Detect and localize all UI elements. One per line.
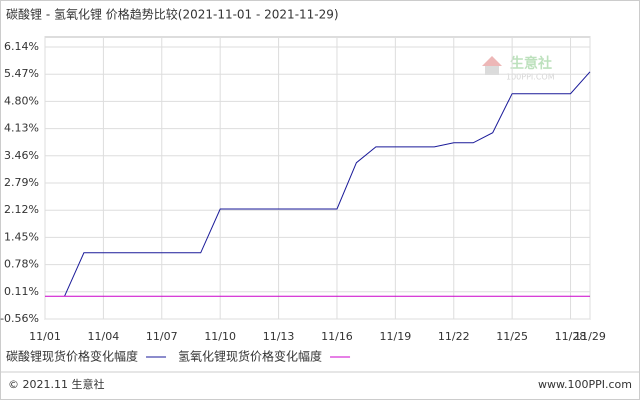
chart-title: 碳酸锂 - 氢氧化锂 价格趋势比较(2021-11-01 - 2021-11-2… (6, 7, 339, 22)
y-tick-label: 3.46% (4, 149, 39, 162)
x-tick-label: 11/13 (263, 330, 295, 343)
x-tick-label: 11/19 (380, 330, 412, 343)
y-tick-label: 0.11% (4, 285, 39, 298)
x-tick-label: 11/16 (321, 330, 353, 343)
y-tick-label: 2.79% (4, 176, 39, 189)
logo (482, 56, 502, 66)
y-tick-label: 5.47% (4, 67, 39, 80)
x-tick-label: 11/04 (88, 330, 120, 343)
x-tick-label: 11/29 (574, 330, 606, 343)
logo (485, 66, 499, 75)
y-tick-label: 4.80% (4, 94, 39, 107)
y-tick-label: 4.13% (4, 122, 39, 135)
y-tick-label: 0.78% (4, 258, 39, 271)
x-tick-label: 11/07 (146, 330, 178, 343)
line (64, 71, 591, 297)
x-tick-label: 11/22 (438, 330, 470, 343)
footer-right: www.100PPI.com (538, 378, 632, 391)
legend-label: 氢氧化锂现货价格变化幅度 (178, 349, 322, 364)
footer-left: © 2021.11 生意社 (8, 377, 104, 391)
x-tick-label: 11/01 (29, 330, 61, 343)
y-tick-label: 6.14% (4, 40, 39, 53)
y-tick-label: 1.45% (4, 230, 39, 243)
y-tick-label: -0.56% (0, 312, 39, 325)
y-tick-label: 2.12% (4, 203, 39, 216)
watermark: 生意社 100PPI.COM (482, 55, 555, 82)
x-tick-label: 11/25 (496, 330, 528, 343)
x-tick-label: 11/28 (555, 330, 587, 343)
watermark-name: 生意社 (510, 55, 552, 72)
legend-label: 碳酸锂现货价格变化幅度 (6, 349, 138, 364)
x-tick-label: 11/10 (204, 330, 236, 343)
watermark-url: 100PPI.COM (506, 73, 555, 82)
